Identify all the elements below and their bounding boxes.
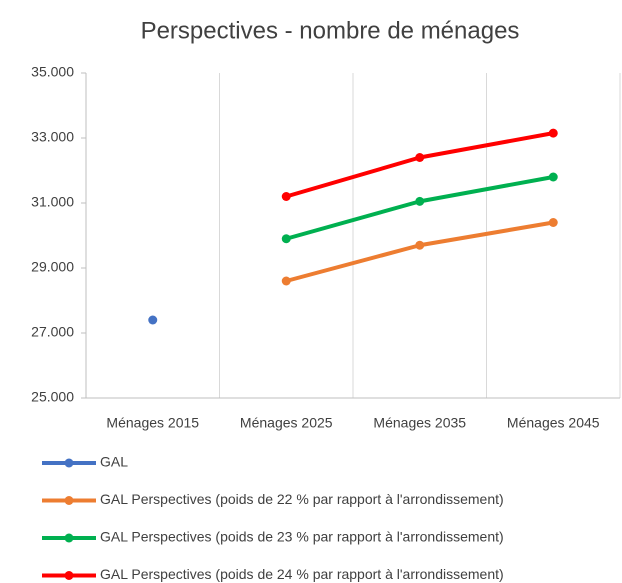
data-point: [415, 240, 425, 250]
x-tick-label: Ménages 2025: [240, 415, 333, 431]
legend-marker: [64, 533, 74, 543]
data-point: [548, 172, 558, 182]
x-tick-label: Ménages 2045: [507, 415, 600, 431]
y-tick-label: 31.000: [31, 194, 74, 210]
series-line: [285, 131, 554, 199]
data-point: [281, 192, 291, 201]
legend-marker: [64, 496, 74, 505]
data-point: [281, 234, 291, 244]
data-point: [415, 196, 425, 206]
data-point: [148, 315, 158, 325]
y-tick-label: 33.000: [31, 129, 74, 145]
legend-label: GAL Perspectives (poids de 22 % par rapp…: [100, 491, 504, 507]
y-tick-label: 25.000: [31, 389, 74, 405]
series-line: [285, 220, 554, 283]
legend-label: GAL Perspectives (poids de 23 % par rapp…: [100, 529, 504, 545]
y-tick-label: 29.000: [31, 259, 74, 275]
data-point: [548, 128, 558, 138]
legend-label: GAL Perspectives (poids de 24 % par rapp…: [100, 566, 504, 582]
legend-label: GAL: [100, 454, 128, 470]
legend-marker: [64, 571, 74, 580]
x-tick-label: Ménages 2035: [373, 415, 466, 431]
chart-title: Perspectives - nombre de ménages: [141, 17, 520, 44]
data-point: [415, 153, 425, 162]
y-tick-label: 35.000: [31, 64, 74, 80]
x-tick-label: Ménages 2015: [106, 415, 199, 431]
data-point: [281, 276, 291, 286]
data-point: [548, 218, 558, 227]
y-tick-label: 27.000: [31, 324, 74, 340]
legend-marker: [64, 458, 74, 468]
